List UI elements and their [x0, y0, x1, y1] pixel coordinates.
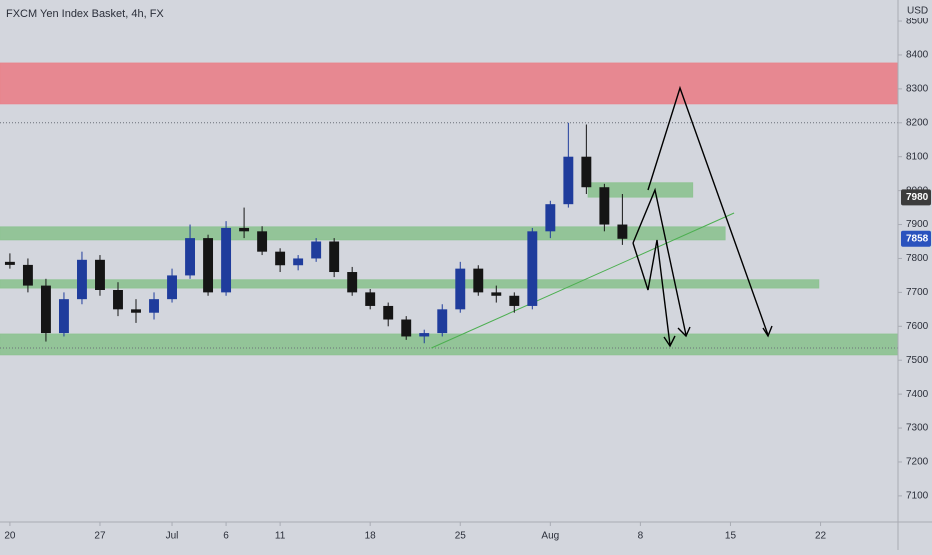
time-axis-panel — [0, 522, 932, 550]
candle-body — [149, 299, 159, 313]
y-tick-label: 8400 — [906, 50, 929, 61]
candle-body — [221, 227, 232, 293]
candle-body — [40, 285, 51, 334]
candle-body — [347, 272, 358, 293]
lines — [0, 122, 898, 349]
zone — [0, 333, 899, 356]
y-tick-label: 8300 — [906, 84, 929, 95]
candle-body — [509, 295, 520, 306]
arrow — [647, 85, 769, 336]
candle-body — [455, 268, 466, 310]
x-tick-label: 18 — [365, 531, 377, 542]
candle-body — [383, 305, 394, 320]
zone — [0, 279, 820, 289]
candle-body — [22, 264, 33, 286]
x-tick-label: 22 — [815, 531, 827, 542]
price-label: 7980 — [906, 192, 929, 203]
candle-body — [527, 231, 538, 306]
candle-body — [275, 251, 286, 266]
candle-body — [419, 333, 430, 337]
y-tick-label: 7900 — [906, 219, 929, 230]
y-tick-label: 7100 — [906, 491, 929, 502]
x-tick-label: 25 — [455, 531, 467, 542]
candle-body — [113, 290, 123, 310]
y-tick-label: 8200 — [906, 117, 929, 128]
candle-body — [257, 231, 268, 252]
y-tick-label: 7500 — [906, 355, 929, 366]
arrow-head — [762, 325, 773, 338]
candle-body — [58, 299, 69, 334]
arrow-head — [677, 326, 691, 338]
arrow-drawings — [632, 85, 773, 348]
y-tick-label: 7800 — [906, 253, 929, 264]
arrow — [632, 187, 687, 336]
x-tick-label: 8 — [638, 531, 644, 542]
y-tick-label: 7200 — [906, 457, 929, 468]
candle-body — [599, 187, 610, 225]
trendline — [431, 212, 735, 349]
zone — [0, 226, 726, 241]
price-label-bg — [901, 189, 931, 206]
zone — [0, 62, 899, 105]
x-tick-label: Aug — [541, 531, 559, 542]
y-tick-label: 7700 — [906, 287, 929, 298]
candle-body — [473, 268, 484, 293]
x-tick-label: 20 — [4, 531, 16, 542]
x-tick-label: 15 — [725, 531, 737, 542]
price-label-bg — [901, 230, 931, 247]
arrow-head — [663, 335, 676, 348]
x-tick-label: 11 — [275, 531, 286, 542]
candle-body — [581, 156, 592, 188]
candle-body — [617, 224, 628, 239]
candle-body — [293, 258, 304, 266]
candle-body — [77, 259, 87, 300]
candle-body — [563, 156, 574, 205]
candle-body — [95, 259, 105, 290]
candle-body — [545, 204, 556, 232]
candle-body — [401, 319, 412, 337]
candle-body — [365, 292, 376, 306]
chart-title: FXCM Yen Index Basket, 4h, FX — [6, 8, 164, 20]
y-tick-label: 8500 — [906, 16, 929, 27]
currency-bg — [903, 4, 931, 18]
y-tick-label: 7400 — [906, 389, 929, 400]
candle-body — [329, 241, 340, 273]
candle-body — [203, 238, 214, 293]
candle-body — [131, 309, 141, 313]
candle-body — [4, 261, 15, 265]
y-tick-label: 7600 — [906, 321, 929, 332]
zone — [587, 182, 694, 198]
price-axis-panel — [898, 0, 932, 550]
candle-body — [239, 227, 250, 232]
candle-body — [437, 309, 448, 334]
candle-body — [185, 238, 196, 276]
y-tick-label: 8100 — [906, 151, 929, 162]
price-label: 7858 — [906, 233, 929, 244]
x-tick-label: Jul — [166, 531, 179, 542]
x-tick-label: 6 — [223, 531, 229, 542]
candles — [4, 122, 628, 344]
candle-body — [167, 275, 177, 300]
arrow — [632, 239, 671, 346]
candle-body — [311, 241, 322, 259]
candle-body — [491, 292, 502, 296]
y-tick-label: 7300 — [906, 423, 929, 434]
x-tick-label: 27 — [94, 531, 106, 542]
currency-label: USD — [907, 6, 928, 17]
axes: 7100720073007400750076007700780079008000… — [4, 16, 931, 542]
